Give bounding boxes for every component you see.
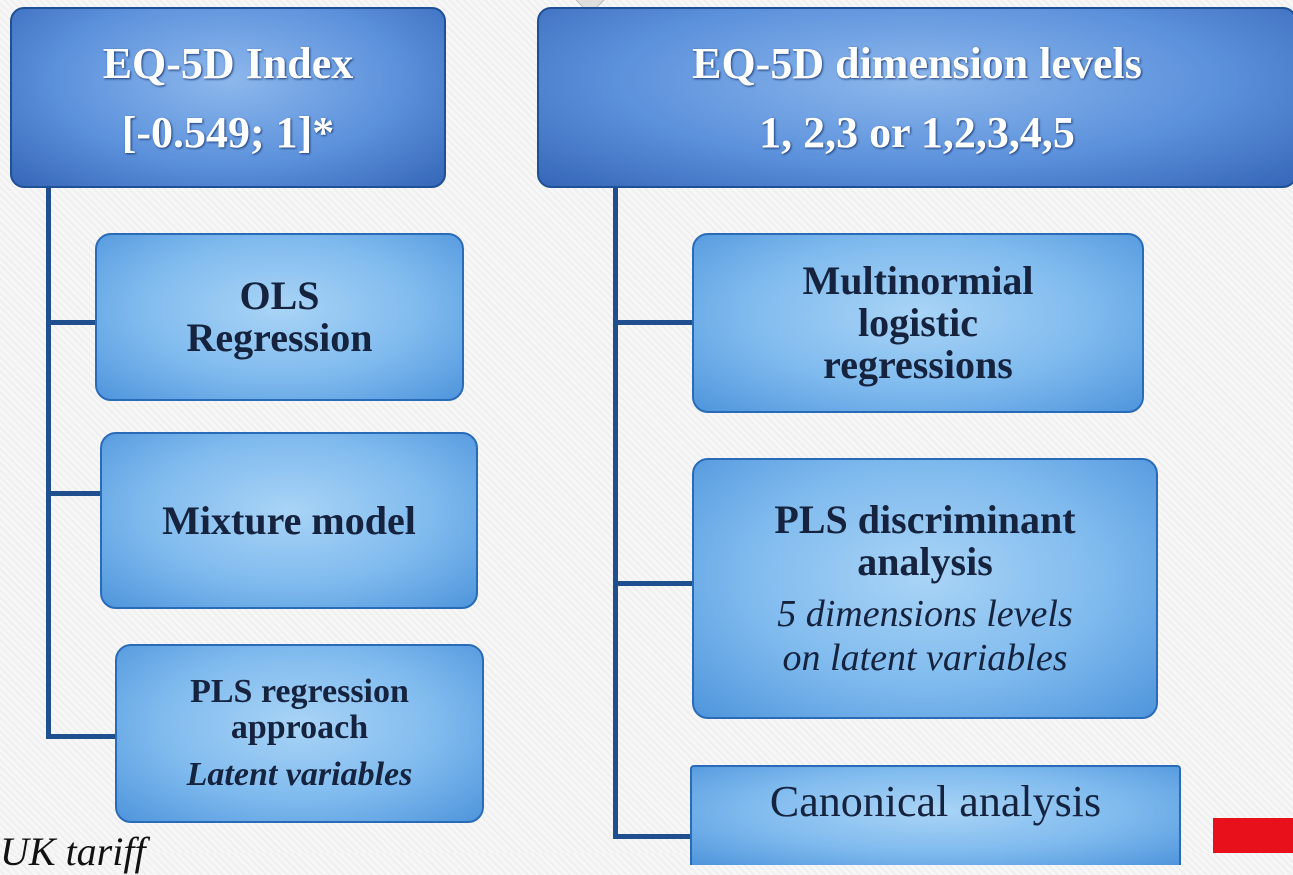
method-line: Mixture model [162, 497, 416, 543]
right-header: EQ-5D dimension levels 1, 2,3 or 1,2,3,4… [537, 7, 1293, 188]
header-range: [-0.549; 1]* [121, 107, 335, 157]
header-range: 1, 2,3 or 1,2,3,4,5 [759, 107, 1075, 157]
method-box: PLS regression approach Latent variables [115, 644, 484, 823]
method-box: OLS Regression [95, 233, 464, 401]
method-line: PLS discriminant [774, 496, 1076, 542]
method-line: Multinormial [802, 258, 1034, 303]
connector [613, 187, 618, 839]
method-line: PLS regression [190, 672, 409, 710]
connector [613, 581, 693, 586]
method-note: on latent variables [782, 636, 1068, 679]
method-box: Canonical analysis [690, 765, 1181, 865]
method-line: OLS [239, 273, 320, 318]
method-line: analysis [857, 538, 993, 584]
method-note: 5 dimensions levels [777, 592, 1073, 635]
header-title: EQ-5D Index [102, 38, 354, 88]
connector [613, 834, 691, 839]
method-box: Multinormial logistic regressions [692, 233, 1144, 413]
connector [46, 734, 116, 739]
method-line: approach [230, 708, 369, 746]
red-marker [1213, 818, 1293, 853]
method-note: Latent variables [186, 756, 413, 794]
connector [613, 320, 693, 325]
footnote: UK tariff [0, 829, 146, 874]
method-line: Canonical analysis [769, 777, 1102, 826]
method-line: logistic [858, 300, 978, 345]
method-line: Regression [186, 315, 373, 360]
header-title: EQ-5D dimension levels [692, 38, 1142, 88]
connector [46, 187, 51, 739]
left-header: EQ-5D Index [-0.549; 1]* [10, 7, 446, 188]
method-line: regressions [823, 342, 1013, 387]
connector [46, 320, 96, 325]
method-box: PLS discriminant analysis 5 dimensions l… [692, 458, 1158, 719]
method-box: Mixture model [100, 432, 478, 609]
connector [46, 491, 101, 496]
